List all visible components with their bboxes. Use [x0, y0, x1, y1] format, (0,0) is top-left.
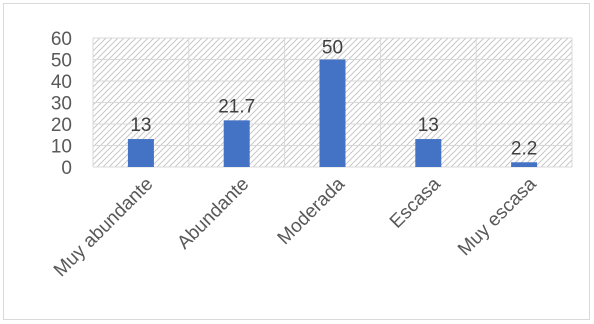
- category-label-1: Abundante: [173, 174, 253, 254]
- bar-1: [223, 120, 250, 167]
- y-tick-label: 60: [51, 29, 72, 50]
- y-tick-label: 0: [61, 158, 72, 179]
- data-labels: 13 21.7 50 13 2.2: [130, 38, 537, 160]
- category-label-2: Moderada: [274, 173, 350, 249]
- y-tick-label: 30: [51, 94, 72, 115]
- category-label-0: Muy abundante: [50, 174, 157, 281]
- y-tick-label: 40: [51, 72, 72, 93]
- bars: [127, 59, 538, 167]
- bar-3: [415, 139, 442, 167]
- y-tick-label: 50: [51, 51, 72, 72]
- bar-4: [511, 162, 538, 167]
- bar-0: [127, 139, 154, 167]
- data-label-1: 21.7: [218, 96, 255, 117]
- category-label-4: Muy escasa: [454, 173, 541, 260]
- data-label-3: 13: [418, 115, 439, 136]
- y-tick-label: 20: [51, 115, 72, 136]
- y-tick-label: 10: [51, 137, 72, 158]
- data-label-2: 50: [322, 38, 343, 59]
- bar-2: [319, 59, 346, 167]
- data-label-4: 2.2: [511, 138, 537, 159]
- x-axis-categories: Muy abundante Abundante Moderada Escasa Muy …: [50, 173, 541, 281]
- data-label-0: 13: [130, 115, 151, 136]
- category-label-3: Escasa: [386, 173, 445, 232]
